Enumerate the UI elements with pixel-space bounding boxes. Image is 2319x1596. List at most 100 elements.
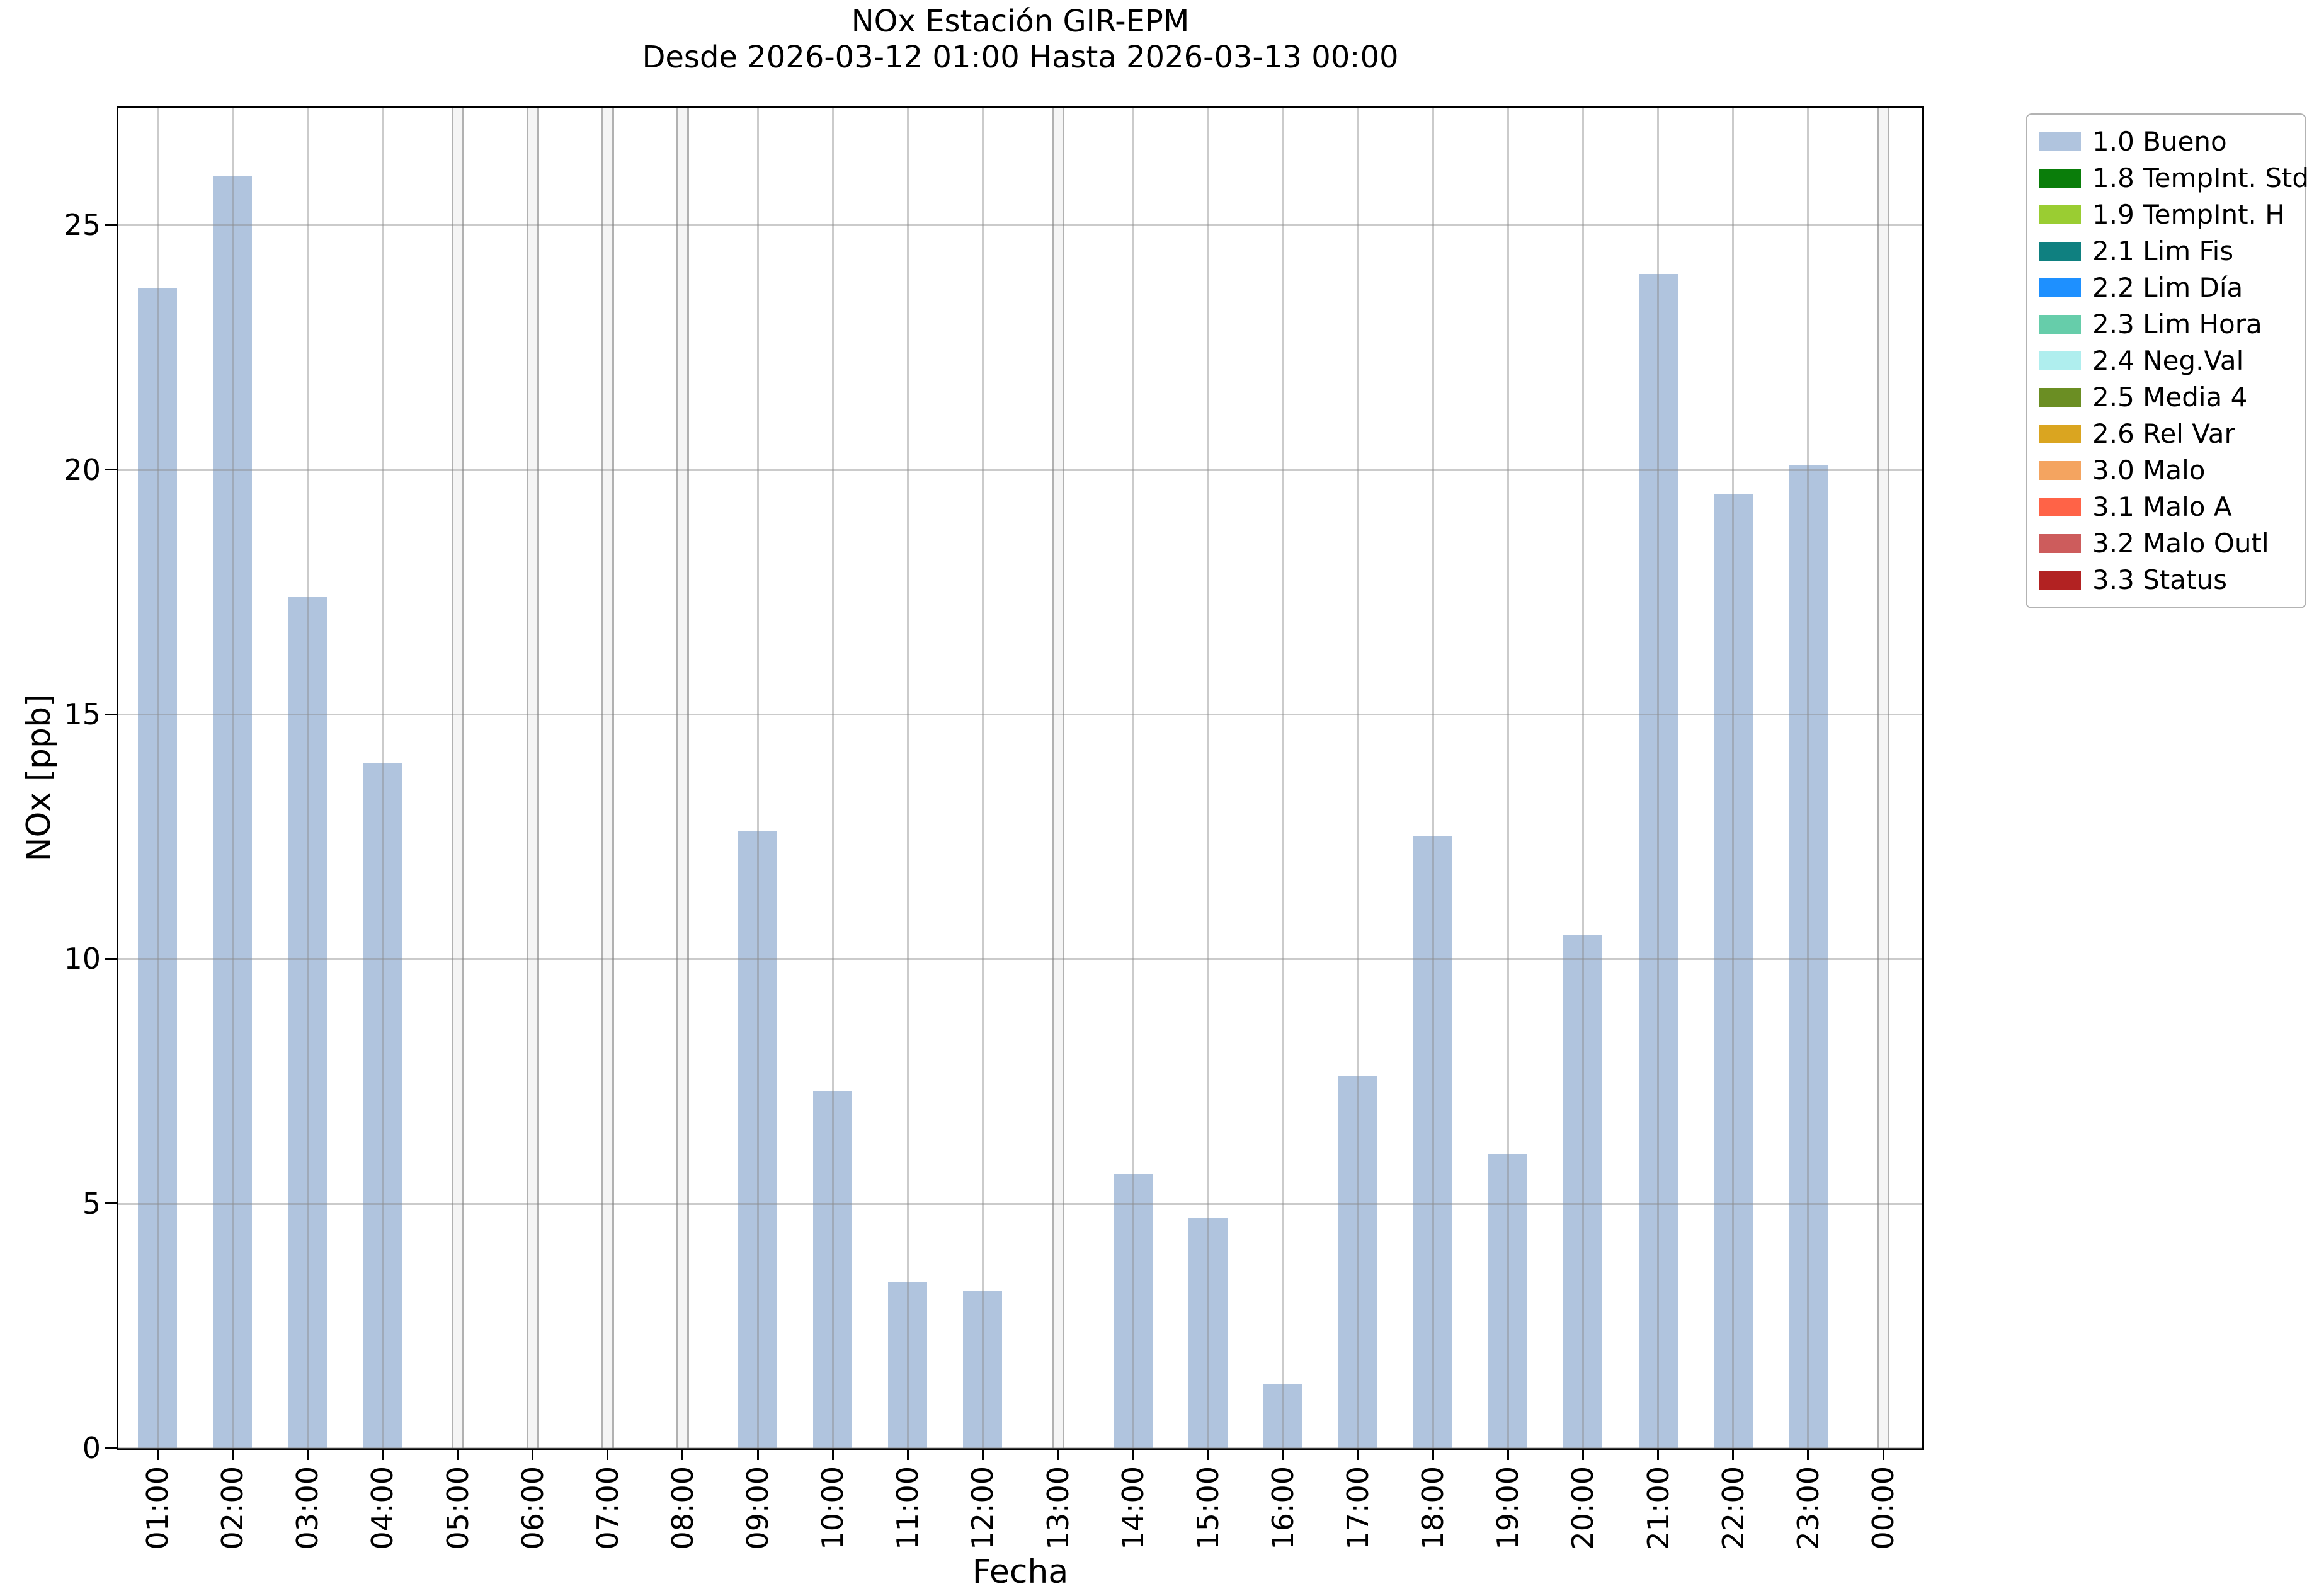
- x-tick-label: 11:00: [891, 1466, 925, 1550]
- v-gridline: [756, 108, 759, 1448]
- y-tick-mark: [105, 469, 117, 471]
- bar-21:00: [1638, 274, 1678, 1448]
- x-tick-label: 14:00: [1115, 1466, 1150, 1550]
- bar-02:00: [213, 176, 253, 1448]
- y-tick-label: 10: [64, 942, 101, 976]
- bar-15:00: [1188, 1217, 1228, 1448]
- x-tick-label: 23:00: [1791, 1466, 1825, 1550]
- x-tick-label: 18:00: [1416, 1466, 1450, 1550]
- x-tick-label: 15:00: [1190, 1466, 1225, 1550]
- legend-item: 2.2 Lim Día: [2039, 270, 2293, 306]
- bar-22:00: [1713, 494, 1753, 1448]
- x-tick-label: 01:00: [140, 1466, 174, 1550]
- x-tick-mark: [1207, 1450, 1209, 1460]
- legend-item: 2.4 Neg.Val: [2039, 343, 2293, 379]
- x-tick-label: 07:00: [590, 1466, 625, 1550]
- legend-swatch: [2039, 498, 2081, 516]
- missing-data-band: [1051, 108, 1064, 1448]
- v-gridline: [1357, 108, 1359, 1448]
- x-tick-label: 13:00: [1040, 1466, 1075, 1550]
- v-gridline: [1657, 108, 1660, 1448]
- v-gridline: [1432, 108, 1434, 1448]
- x-tick-mark: [381, 1450, 384, 1460]
- chart-title: NOx Estación GIR-EPM: [851, 4, 1190, 39]
- bar-09:00: [738, 831, 778, 1448]
- legend-swatch: [2039, 278, 2081, 297]
- x-tick-mark: [1882, 1450, 1884, 1460]
- missing-data-band: [1877, 108, 1889, 1448]
- v-gridline: [1807, 108, 1809, 1448]
- legend-label: 3.2 Malo Outl: [2092, 528, 2269, 559]
- v-gridline: [1581, 108, 1584, 1448]
- h-gridline: [118, 958, 1922, 960]
- x-tick-label: 04:00: [365, 1466, 400, 1550]
- bar-20:00: [1563, 934, 1603, 1448]
- legend-item: 3.0 Malo: [2039, 452, 2293, 489]
- v-gridline: [1732, 108, 1735, 1448]
- x-tick-label: 02:00: [215, 1466, 250, 1550]
- legend-item: 1.0 Bueno: [2039, 123, 2293, 160]
- legend-label: 2.1 Lim Fis: [2092, 236, 2234, 266]
- v-gridline: [381, 108, 384, 1448]
- x-tick-mark: [1282, 1450, 1284, 1460]
- chart-title-block: NOx Estación GIR-EPM Desde 2026-03-12 01…: [117, 4, 1924, 76]
- legend-swatch: [2039, 534, 2081, 553]
- bar-11:00: [888, 1281, 928, 1448]
- x-tick-mark: [681, 1450, 684, 1460]
- legend-swatch: [2039, 461, 2081, 480]
- missing-data-band: [676, 108, 689, 1448]
- legend-swatch: [2039, 205, 2081, 224]
- legend-item: 2.3 Lim Hora: [2039, 306, 2293, 343]
- legend-label: 3.1 Malo A: [2092, 491, 2232, 522]
- x-tick-mark: [756, 1450, 759, 1460]
- v-gridline: [831, 108, 834, 1448]
- x-tick-mark: [607, 1450, 609, 1460]
- legend-item: 3.1 Malo A: [2039, 489, 2293, 525]
- legend-item: 2.1 Lim Fis: [2039, 233, 2293, 270]
- legend: 1.0 Bueno 1.8 TempInt. Std 1.9 TempInt. H 2…: [2026, 113, 2310, 608]
- bar-03:00: [288, 596, 328, 1448]
- x-tick-mark: [532, 1450, 534, 1460]
- x-tick-label: 10:00: [816, 1466, 850, 1550]
- chart-subtitle: Desde 2026-03-12 01:00 Hasta 2026-03-13 …: [642, 40, 1399, 75]
- bar-19:00: [1488, 1154, 1528, 1448]
- x-tick-label: 06:00: [515, 1466, 550, 1550]
- y-tick-mark: [105, 713, 117, 715]
- y-tick-mark: [105, 1202, 117, 1205]
- y-tick-mark: [105, 957, 117, 960]
- x-tick-label: 16:00: [1265, 1466, 1300, 1550]
- x-tick-mark: [1657, 1450, 1660, 1460]
- v-gridline: [1207, 108, 1209, 1448]
- x-tick-label: 03:00: [290, 1466, 325, 1550]
- x-tick-mark: [231, 1450, 234, 1460]
- x-tick-mark: [831, 1450, 834, 1460]
- x-tick-label: 05:00: [440, 1466, 475, 1550]
- x-tick-mark: [306, 1450, 309, 1460]
- legend-label: 2.2 Lim Día: [2092, 272, 2243, 303]
- plot-area: [117, 106, 1924, 1450]
- legend-label: 2.4 Neg.Val: [2092, 345, 2244, 376]
- h-gridline: [118, 224, 1922, 227]
- legend-item: 3.2 Malo Outl: [2039, 525, 2293, 562]
- v-gridline: [981, 108, 984, 1448]
- x-tick-label: 08:00: [665, 1466, 700, 1550]
- x-tick-label: 09:00: [741, 1466, 775, 1550]
- x-axis-label: Fecha: [972, 1553, 1069, 1591]
- legend-swatch: [2039, 169, 2081, 188]
- y-tick-label: 20: [64, 452, 101, 487]
- missing-data-band: [451, 108, 464, 1448]
- missing-data-band: [526, 108, 539, 1448]
- v-gridline: [906, 108, 909, 1448]
- h-gridline: [118, 1202, 1922, 1205]
- v-gridline: [306, 108, 309, 1448]
- x-tick-mark: [1432, 1450, 1434, 1460]
- y-tick-label: 15: [64, 697, 101, 732]
- x-tick-mark: [156, 1450, 159, 1460]
- x-tick-label: 17:00: [1341, 1466, 1376, 1550]
- bar-23:00: [1788, 464, 1828, 1448]
- h-gridline: [118, 1447, 1922, 1449]
- legend-swatch: [2039, 388, 2081, 407]
- legend-label: 1.8 TempInt. Std: [2092, 162, 2310, 193]
- x-tick-label: 12:00: [966, 1466, 1000, 1550]
- bar-layer: [118, 108, 1922, 1448]
